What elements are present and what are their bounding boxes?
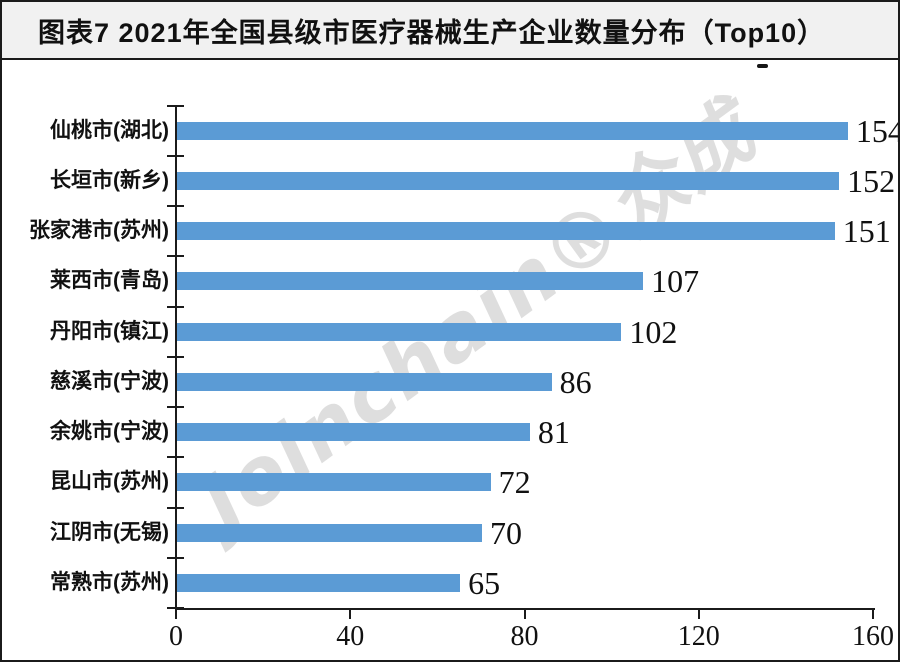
y-tick [167, 506, 184, 509]
bar-value-label: 102 [629, 313, 678, 350]
x-tick-label: 120 [677, 621, 720, 652]
y-tick [167, 406, 184, 408]
bar-value-label: 86 [559, 363, 592, 400]
bar-value-label: 70 [489, 514, 522, 551]
x-tick-label: 40 [336, 621, 365, 652]
y-tick [167, 104, 184, 107]
bar-value-label: 152 [847, 162, 896, 199]
x-tick-label: 80 [510, 621, 539, 652]
y-tick [167, 205, 184, 207]
x-tick-label: 0 [169, 621, 183, 652]
category-label: 张家港市(苏州) [29, 219, 169, 243]
y-tick [167, 154, 184, 157]
bar-value-label: 81 [537, 414, 570, 451]
bar-value-label: 107 [651, 263, 700, 300]
bar-value-label: 151 [842, 213, 891, 250]
bar [177, 222, 835, 241]
smudge-mark [757, 64, 768, 68]
chart-title-bar: 图表7 2021年全国县级市医疗器械生产企业数量分布（Top10） [2, 2, 898, 60]
category-label: 莱西市(青岛) [50, 269, 169, 293]
y-tick [167, 255, 184, 258]
category-label: 余姚市(宁波) [50, 420, 169, 444]
x-tick [349, 608, 352, 619]
bar [177, 573, 461, 592]
bar-value-label: 65 [468, 564, 501, 601]
bar [177, 423, 530, 442]
x-tick-label: 160 [852, 621, 894, 652]
category-label: 丹阳市(镇江) [50, 319, 169, 343]
bar [177, 372, 552, 391]
y-tick [167, 305, 184, 308]
bar [177, 473, 491, 492]
category-label: 江阴市(无锡) [50, 520, 169, 544]
bar [177, 322, 622, 341]
bar-value-label: 154 [855, 112, 900, 149]
bar [177, 523, 482, 542]
category-label: 仙桃市(湖北) [50, 118, 169, 142]
chart-title: 图表7 2021年全国县级市医疗器械生产企业数量分布（Top10） [38, 17, 826, 48]
bar-value-label: 72 [498, 464, 531, 501]
x-tick [697, 608, 700, 619]
bar [177, 171, 840, 190]
category-label: 长垣市(新乡) [50, 168, 169, 192]
x-tick [523, 608, 526, 619]
x-tick [872, 608, 874, 619]
bar [177, 272, 644, 291]
category-label: 昆山市(苏州) [50, 470, 169, 494]
y-tick [167, 456, 184, 459]
y-tick [167, 556, 184, 559]
category-label: 常熟市(苏州) [50, 570, 169, 594]
x-tick [175, 608, 177, 619]
bar [177, 121, 848, 140]
category-label: 慈溪市(宁波) [50, 369, 169, 393]
y-tick [167, 355, 184, 358]
